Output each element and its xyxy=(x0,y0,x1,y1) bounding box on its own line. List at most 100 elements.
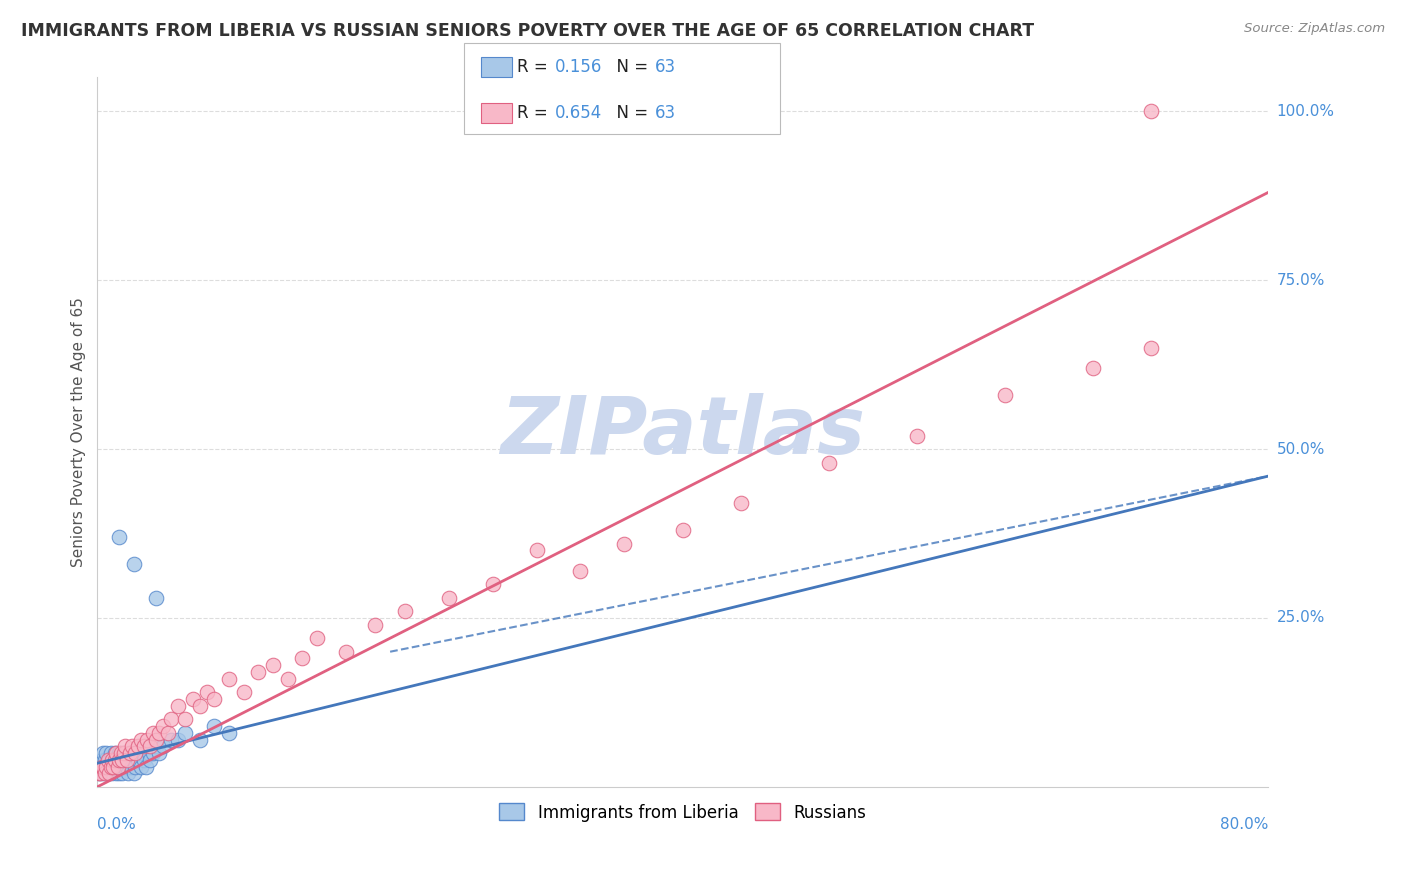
Point xyxy=(112,746,135,760)
Point xyxy=(232,685,254,699)
Point xyxy=(291,651,314,665)
Point xyxy=(262,658,284,673)
Point xyxy=(104,759,127,773)
Point xyxy=(104,753,127,767)
Text: R =: R = xyxy=(517,58,554,76)
Point xyxy=(132,746,155,760)
Point xyxy=(218,672,240,686)
Point xyxy=(94,759,117,773)
Text: R =: R = xyxy=(517,104,554,122)
Point xyxy=(122,753,145,767)
Point xyxy=(104,746,127,760)
Point xyxy=(167,732,190,747)
Text: 63: 63 xyxy=(655,58,676,76)
Point xyxy=(98,766,121,780)
Point xyxy=(108,766,131,780)
Point xyxy=(93,753,115,767)
Point xyxy=(481,577,503,591)
Point xyxy=(159,732,181,747)
Point xyxy=(91,759,114,773)
Point xyxy=(100,759,122,773)
Point xyxy=(148,746,170,760)
Point xyxy=(105,746,128,760)
Point xyxy=(394,604,416,618)
Point xyxy=(87,766,110,780)
Point xyxy=(145,591,167,605)
Point xyxy=(142,726,165,740)
Point xyxy=(127,739,149,754)
Point xyxy=(138,746,160,760)
Point xyxy=(98,753,121,767)
Point xyxy=(115,759,138,773)
Point xyxy=(195,685,218,699)
Point xyxy=(91,746,114,760)
Point xyxy=(107,759,129,773)
Text: 0.156: 0.156 xyxy=(555,58,603,76)
Point xyxy=(526,543,548,558)
Point xyxy=(90,766,112,780)
Point xyxy=(613,536,636,550)
Point xyxy=(90,759,112,773)
Point xyxy=(364,617,387,632)
Point xyxy=(90,753,112,767)
Point xyxy=(188,698,211,713)
Point xyxy=(181,692,204,706)
Point xyxy=(139,739,162,754)
Y-axis label: Seniors Poverty Over the Age of 65: Seniors Poverty Over the Age of 65 xyxy=(72,297,86,567)
Point xyxy=(145,739,167,754)
Point xyxy=(148,726,170,740)
Text: 25.0%: 25.0% xyxy=(1277,610,1324,625)
Point xyxy=(125,746,148,760)
Point xyxy=(120,759,142,773)
Point xyxy=(730,496,752,510)
Point xyxy=(672,523,695,537)
Text: 75.0%: 75.0% xyxy=(1277,273,1324,287)
Point xyxy=(110,753,132,767)
Point xyxy=(110,759,132,773)
Point xyxy=(108,746,131,760)
Point xyxy=(121,739,143,754)
Point xyxy=(152,739,174,754)
Point xyxy=(159,712,181,726)
Point xyxy=(305,631,328,645)
Point xyxy=(117,766,139,780)
Point xyxy=(277,672,299,686)
Text: 80.0%: 80.0% xyxy=(1220,817,1268,832)
Point xyxy=(174,712,197,726)
Point xyxy=(94,746,117,760)
Text: 0.0%: 0.0% xyxy=(97,817,136,832)
Point xyxy=(103,753,125,767)
Point xyxy=(174,726,197,740)
Text: 63: 63 xyxy=(655,104,676,122)
Point xyxy=(145,732,167,747)
Point xyxy=(121,746,143,760)
Point xyxy=(188,732,211,747)
Point xyxy=(107,759,129,773)
Point xyxy=(204,719,226,733)
Point xyxy=(105,753,128,767)
Point xyxy=(115,753,138,767)
Point xyxy=(108,753,131,767)
Point xyxy=(135,759,157,773)
Point xyxy=(167,698,190,713)
Point xyxy=(93,766,115,780)
Text: N =: N = xyxy=(606,104,654,122)
Point xyxy=(1140,341,1163,355)
Point xyxy=(122,557,145,571)
Text: IMMIGRANTS FROM LIBERIA VS RUSSIAN SENIORS POVERTY OVER THE AGE OF 65 CORRELATIO: IMMIGRANTS FROM LIBERIA VS RUSSIAN SENIO… xyxy=(21,22,1035,40)
Point xyxy=(97,759,120,773)
Text: N =: N = xyxy=(606,58,654,76)
Point xyxy=(204,692,226,706)
Point xyxy=(111,753,134,767)
Point xyxy=(101,766,124,780)
Point xyxy=(103,759,125,773)
Point xyxy=(124,759,146,773)
Point xyxy=(98,766,121,780)
Point xyxy=(156,726,179,740)
Point xyxy=(94,759,117,773)
Point xyxy=(108,530,131,544)
Text: ZIPatlas: ZIPatlas xyxy=(501,393,865,471)
Point xyxy=(905,428,928,442)
Point xyxy=(110,746,132,760)
Point xyxy=(118,753,141,767)
